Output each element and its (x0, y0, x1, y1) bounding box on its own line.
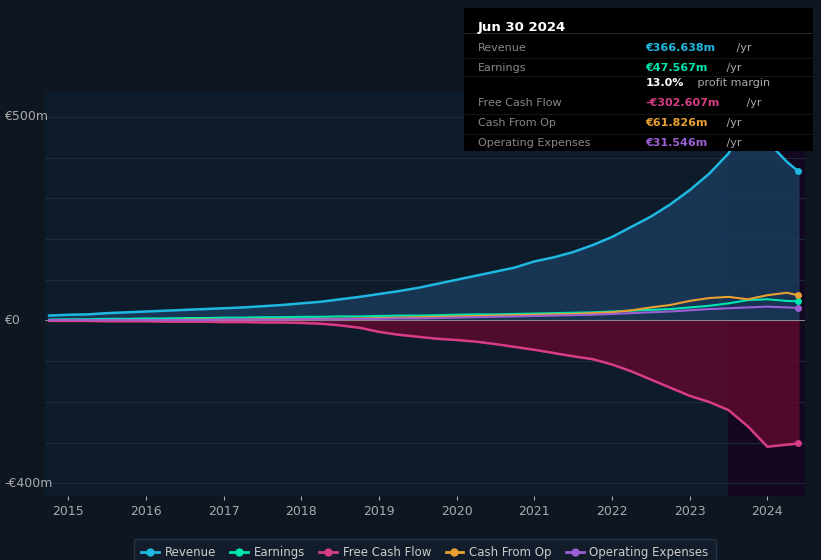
Text: -€400m: -€400m (4, 477, 53, 490)
Text: Free Cash Flow: Free Cash Flow (478, 99, 562, 109)
Text: /yr: /yr (723, 63, 742, 73)
Text: profit margin: profit margin (695, 78, 770, 88)
Text: /yr: /yr (743, 99, 762, 109)
Text: -€302.607m: -€302.607m (645, 99, 720, 109)
Text: €31.546m: €31.546m (645, 138, 708, 148)
Text: Cash From Op: Cash From Op (478, 118, 556, 128)
Text: €47.567m: €47.567m (645, 63, 708, 73)
Text: /yr: /yr (723, 138, 742, 148)
Text: €0: €0 (4, 314, 20, 327)
Text: Jun 30 2024: Jun 30 2024 (478, 21, 566, 34)
Text: €366.638m: €366.638m (645, 43, 715, 53)
Text: Revenue: Revenue (478, 43, 526, 53)
Text: 13.0%: 13.0% (645, 78, 684, 88)
Legend: Revenue, Earnings, Free Cash Flow, Cash From Op, Operating Expenses: Revenue, Earnings, Free Cash Flow, Cash … (134, 539, 716, 560)
Text: /yr: /yr (733, 43, 752, 53)
Text: €61.826m: €61.826m (645, 118, 708, 128)
Text: /yr: /yr (723, 118, 742, 128)
Text: €500m: €500m (4, 110, 48, 123)
Bar (728, 92, 810, 496)
Text: Operating Expenses: Operating Expenses (478, 138, 590, 148)
Text: Earnings: Earnings (478, 63, 526, 73)
